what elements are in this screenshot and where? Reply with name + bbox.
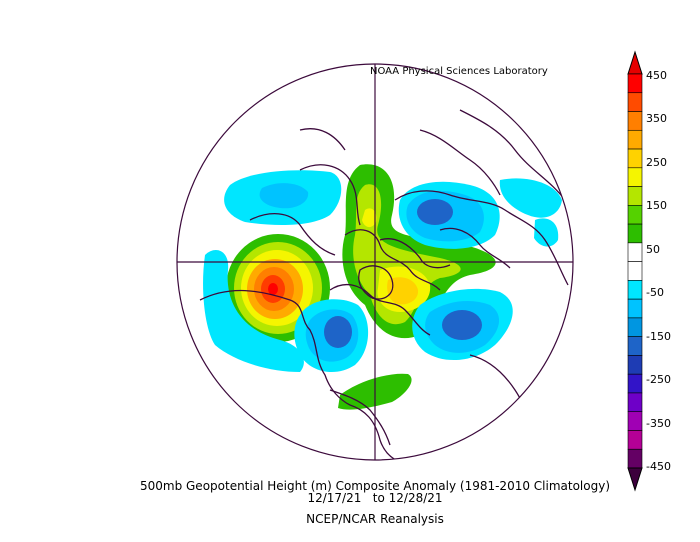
- negative-anomaly-western-canada: [294, 299, 369, 373]
- map-title: 500mb Geopotential Height (m) Composite …: [139, 479, 610, 493]
- colorbar-swatch: [627, 223, 643, 244]
- colorbar-swatch: [627, 186, 643, 206]
- colorbar-swatch: [627, 73, 643, 94]
- negative-anomaly-siberia: [398, 181, 500, 249]
- colorbar-swatch: [627, 92, 643, 112]
- colorbar-swatch: [627, 205, 643, 225]
- map-grid: [176, 63, 574, 461]
- colorbar-swatch: [627, 411, 643, 431]
- colorbar-max-arrow: [627, 50, 643, 75]
- coastlines: [199, 109, 569, 460]
- colorbar-swatch: [627, 448, 643, 469]
- colorbar-label: -450: [646, 460, 671, 473]
- colorbar-label: 450: [646, 69, 667, 82]
- colorbar-swatch: [627, 129, 643, 150]
- colorbar-swatch: [627, 111, 643, 131]
- colorbar-label: -50: [646, 286, 664, 300]
- colorbar-label: 50: [646, 242, 660, 256]
- colorbar-swatch: [627, 261, 643, 281]
- negative-anomaly-europe: [534, 218, 559, 247]
- colorbar-swatch: [627, 280, 643, 300]
- colorbar-swatch: [627, 148, 643, 169]
- colorbar-min-arrow: [627, 467, 643, 492]
- anomaly-field: [203, 164, 562, 410]
- colorbar-swatch: [627, 355, 643, 375]
- negative-anomaly-north-pacific: [203, 170, 342, 372]
- colorbar-swatch: [627, 336, 643, 356]
- colorbar-swatch: [627, 167, 643, 187]
- colorbar-label: -350: [646, 416, 671, 430]
- colorbar-label: -250: [646, 373, 671, 387]
- colorbar-swatch: [627, 373, 643, 394]
- colorbar-swatch: [627, 242, 643, 262]
- colorbar-label: 350: [646, 112, 667, 126]
- credit-text: NOAA Physical Sciences Laboratory: [370, 66, 548, 77]
- negative-anomaly-scandinavia: [499, 178, 562, 218]
- colorbar-label: 150: [646, 199, 667, 213]
- colorbar: [627, 50, 643, 492]
- colorbar-swatch: [627, 298, 643, 319]
- date-range: 12/17/21 to 12/28/21: [307, 491, 443, 505]
- colorbar-swatch: [627, 430, 643, 450]
- colorbar-swatch: [627, 317, 643, 337]
- colorbar-label: 250: [646, 155, 667, 169]
- positive-anomaly-gulf-of-alaska: [226, 234, 330, 342]
- colorbar-label: -150: [646, 329, 671, 343]
- negative-anomaly-north-atlantic: [412, 288, 513, 361]
- data-source: NCEP/NCAR Reanalysis: [306, 512, 444, 526]
- colorbar-swatch: [627, 392, 643, 413]
